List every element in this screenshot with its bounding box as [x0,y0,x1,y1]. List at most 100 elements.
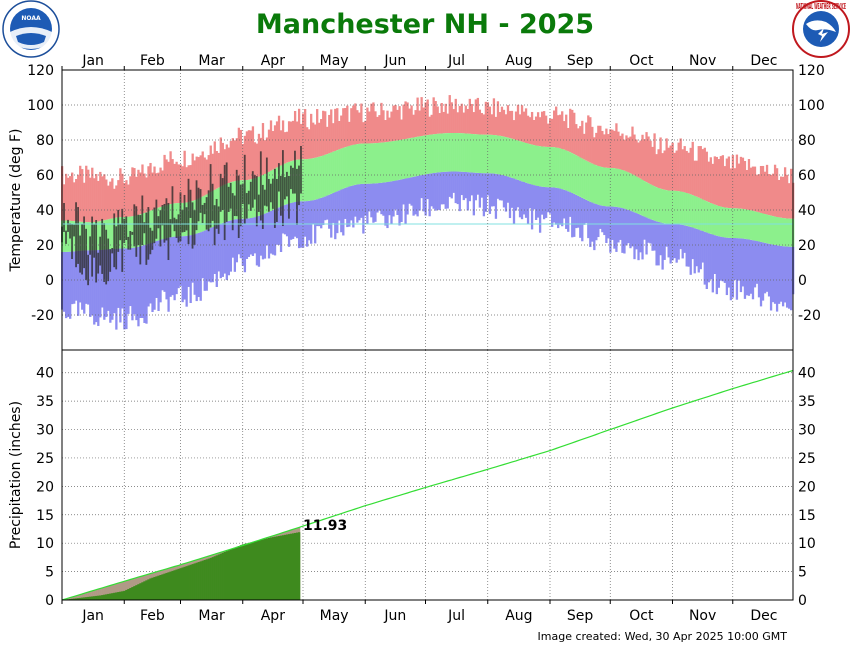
record-low-bar [789,246,793,311]
record-low-bar [326,195,329,220]
record-high-bar [275,121,279,168]
normal-range-bar [356,144,359,185]
observed-temperature-bar [221,178,224,211]
record-high-bar [665,138,668,191]
record-low-bar [506,176,510,203]
observed-temperature-bar [207,190,210,232]
record-low-bar [705,232,708,290]
record-low-bar [446,171,449,209]
normal-range-bar [109,218,112,250]
record-high-bar [779,176,783,218]
record-low-bar [89,250,92,317]
record-low-bar [314,199,317,244]
normal-range-bar [434,134,437,173]
normal-range-bar [442,133,445,172]
normal-range-bar [631,174,634,212]
record-low-bar [205,229,208,291]
normal-range-bar [430,134,433,174]
normal-range-bar [723,207,727,238]
record-low-bar [396,180,399,215]
record-high-bar [597,125,600,166]
record-low-bar [512,178,516,224]
image-created-footer: Image created: Wed, 30 Apr 2025 10:00 GM… [538,630,788,643]
record-high-bar [207,155,210,194]
record-high-bar [583,133,586,160]
record-high-bar [219,137,222,187]
record-high-bar [510,110,514,139]
observed-temperature-bar [71,223,73,260]
observed-temperature-bar [277,163,280,192]
observed-temperature-bar [294,150,296,194]
record-low-bar [279,206,283,252]
precipitation-observed-bar [249,542,253,600]
record-high-bar [426,99,429,136]
normal-range-bar [587,161,590,201]
record-high-bar [643,139,646,182]
normal-range-bar [753,211,757,241]
record-low-bar [340,189,343,233]
record-low-bar [398,179,401,226]
normal-range-bar [787,218,791,247]
observed-temperature-bar [169,219,172,238]
record-low-bar [456,171,459,205]
temperature-tick-right: 120 [798,63,825,79]
precipitation-normal-bar [85,592,88,600]
record-high-bar [336,108,339,151]
record-high-bar [263,140,267,175]
record-low-bar [133,247,136,315]
normal-range-bar [488,134,492,174]
record-low-bar [681,224,684,259]
record-low-bar [93,250,96,325]
record-high-bar [468,98,471,134]
record-low-bar [201,231,204,279]
normal-range-bar [659,188,662,223]
temperature-tick-left: 0 [45,273,54,289]
precipitation-observed-bar [73,598,76,600]
record-low-bar [679,224,682,250]
record-low-bar [583,198,586,225]
normal-range-bar [713,204,716,236]
record-low-bar [65,251,68,319]
record-high-bar [422,107,425,136]
record-low-bar [613,206,616,249]
record-low-bar [647,218,650,243]
record-low-bar [316,199,319,227]
precipitation-normal-bar [123,581,126,600]
record-low-bar [334,192,337,240]
precipitation-observed-bar [159,575,162,600]
normal-range-bar [544,146,548,188]
observed-temperature-bar [95,220,98,283]
record-high-bar [544,115,548,147]
normal-range-bar [474,134,477,173]
record-high-bar [649,140,652,185]
record-high-bar [575,124,578,156]
record-low-bar [581,197,584,242]
record-high-bar [308,129,311,159]
record-low-bar [665,223,668,247]
record-high-bar [382,110,385,143]
month-label-bottom: Nov [689,608,716,624]
record-low-bar [362,183,365,234]
month-label-bottom: Feb [140,608,165,624]
normal-range-bar [324,154,327,197]
normal-range-bar [551,147,554,188]
normal-range-bar [414,137,417,177]
record-high-bar [179,164,182,203]
record-low-bar [637,213,640,261]
normal-range-bar [532,145,536,186]
precipitation-normal-bar [107,586,110,600]
normal-range-bar [448,133,451,172]
normal-range-bar [559,148,562,189]
precipitation-observed-bar [181,567,184,600]
record-low-bar [452,171,455,193]
record-low-bar [358,184,361,221]
precipitation-observed-bar [217,554,220,600]
record-low-bar [733,238,737,280]
precipitation-normal-bar [99,588,102,600]
record-high-bar [165,159,168,206]
record-low-bar [263,213,267,259]
normal-range-bar [765,214,769,244]
record-low-bar [380,182,383,215]
normal-range-bar [534,145,538,186]
